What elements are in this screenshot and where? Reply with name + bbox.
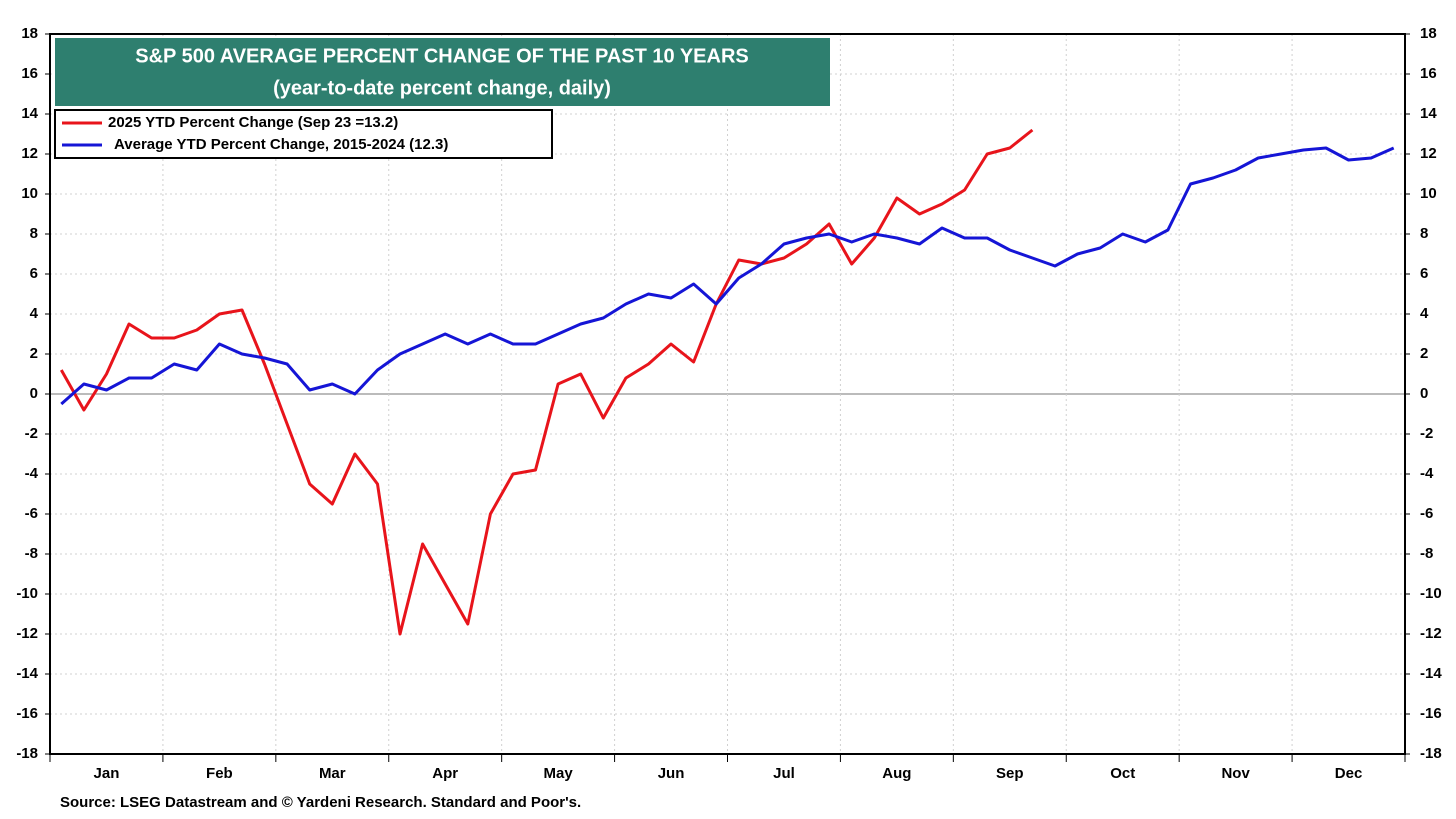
y2-tick-label: -16 <box>1420 705 1442 722</box>
y-tick-label: 0 <box>30 385 38 402</box>
y2-tick-label: -14 <box>1420 665 1442 682</box>
y2-tick-label: -18 <box>1420 745 1442 762</box>
y-tick-label: 6 <box>30 265 38 282</box>
y2-tick-label: -10 <box>1420 585 1442 602</box>
x-tick-label: Apr <box>432 765 458 782</box>
x-tick-label: Nov <box>1221 765 1250 782</box>
chart-subtitle: (year-to-date percent change, daily) <box>273 77 611 99</box>
y2-tick-label: 2 <box>1420 345 1428 362</box>
y-tick-label: -10 <box>16 585 38 602</box>
legend-label: Average YTD Percent Change, 2015-2024 (1… <box>114 136 448 153</box>
legend-label: 2025 YTD Percent Change (Sep 23 =13.2) <box>108 114 398 131</box>
y2-tick-label: -6 <box>1420 505 1433 522</box>
x-tick-label: Sep <box>996 765 1024 782</box>
y-tick-label: -18 <box>16 745 38 762</box>
y-tick-label: -16 <box>16 705 38 722</box>
y2-tick-label: 18 <box>1420 25 1437 42</box>
y2-tick-label: 14 <box>1420 105 1437 122</box>
x-tick-label: May <box>544 765 574 782</box>
y-tick-label: 8 <box>30 225 38 242</box>
x-tick-label: Dec <box>1335 765 1363 782</box>
y-tick-label: -2 <box>25 425 38 442</box>
y2-tick-label: -2 <box>1420 425 1433 442</box>
y2-tick-label: 0 <box>1420 385 1428 402</box>
y2-tick-label: 4 <box>1420 305 1429 322</box>
y-tick-label: 14 <box>21 105 38 122</box>
x-tick-label: Feb <box>206 765 233 782</box>
y-tick-label: 16 <box>21 65 38 82</box>
y-tick-label: -8 <box>25 545 38 562</box>
y-tick-label: 2 <box>30 345 38 362</box>
source-note: Source: LSEG Datastream and © Yardeni Re… <box>60 794 581 811</box>
y2-tick-label: 6 <box>1420 265 1428 282</box>
y-tick-label: -14 <box>16 665 38 682</box>
y-tick-label: 12 <box>21 145 38 162</box>
x-tick-label: Oct <box>1110 765 1135 782</box>
x-tick-label: Jul <box>773 765 795 782</box>
y-tick-label: 4 <box>30 305 39 322</box>
title-box <box>55 38 830 106</box>
y2-tick-label: -8 <box>1420 545 1433 562</box>
y-tick-label: -4 <box>25 465 39 482</box>
chart-title: S&P 500 AVERAGE PERCENT CHANGE OF THE PA… <box>135 45 748 67</box>
lines <box>59 128 1395 636</box>
x-tick-label: Jan <box>94 765 120 782</box>
y2-tick-label: -4 <box>1420 465 1434 482</box>
y2-tick-label: 8 <box>1420 225 1428 242</box>
y-tick-label: 18 <box>21 25 38 42</box>
x-tick-label: Jun <box>658 765 685 782</box>
y2-tick-label: 12 <box>1420 145 1437 162</box>
series-line <box>60 146 1395 406</box>
y-tick-label: 10 <box>21 185 38 202</box>
y-tick-label: -6 <box>25 505 38 522</box>
y-tick-label: -12 <box>16 625 38 642</box>
series-line <box>59 128 1034 636</box>
x-tick-label: Mar <box>319 765 346 782</box>
y2-tick-label: 10 <box>1420 185 1437 202</box>
y2-tick-label: 16 <box>1420 65 1437 82</box>
y2-tick-label: -12 <box>1420 625 1442 642</box>
x-tick-label: Aug <box>882 765 911 782</box>
legend-box <box>54 109 553 159</box>
